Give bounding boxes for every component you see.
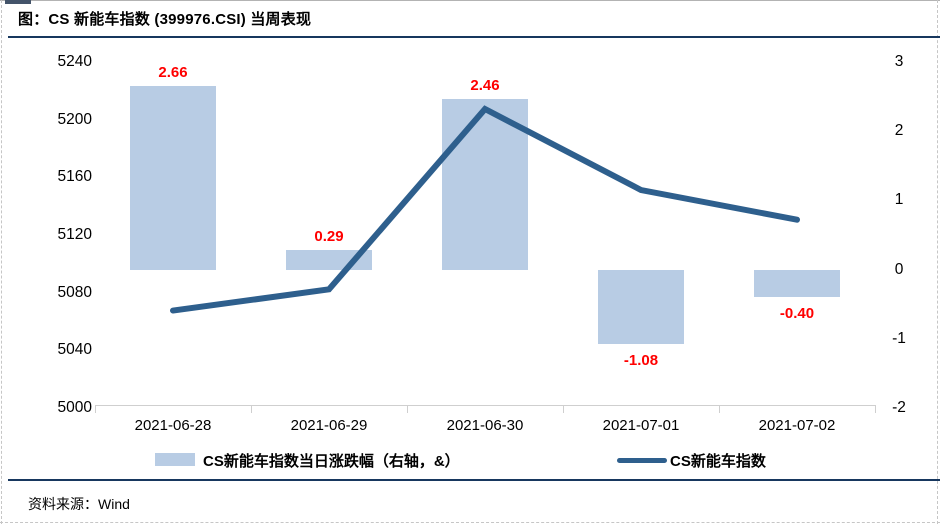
panel-top-left-mark [5,0,31,4]
left-axis-tick-label: 5240 [57,53,92,70]
x-axis-tick [251,405,252,413]
left-axis-tick-label: 5040 [57,341,92,359]
x-axis-tick [407,405,408,413]
legend-label-bar-series: CS新能车指数当日涨跌幅（右轴，&） [203,453,460,470]
source-note: 资料来源：Wind [28,494,130,514]
right-axis-tick-label: -1 [892,329,906,347]
right-axis-tick-label: 2 [894,122,904,140]
panel-top-border [0,0,940,1]
left-axis-tick-label: 5200 [57,110,92,128]
source-value: Wind [98,496,130,512]
legend-label-line-series: CS新能车指数 [670,453,766,470]
right-axis-tick-label: -2 [892,399,906,416]
panel-right-border [937,0,938,524]
panel-bottom-border [0,522,940,523]
line-series-swatch [617,458,667,463]
right-axis-tick-label: 3 [894,53,904,70]
left-axis-tick-label: 5080 [57,283,92,301]
bar-value-label: -1.08 [623,352,659,370]
x-axis-line [95,405,875,406]
left-axis-tick-label: 5120 [57,226,92,243]
left-axis-tick-label: 5000 [57,399,92,416]
footer-divider [8,479,940,481]
x-axis-tick [563,405,564,413]
bar [598,269,684,345]
bar [442,99,528,270]
x-axis-tick-label: 2021-06-29 [290,417,368,434]
source-label: 资料来源： [28,498,98,513]
bar [286,249,372,270]
x-axis-tick [95,405,96,413]
bar [754,269,840,298]
chart-title: 图：CS 新能车指数 (399976.CSI) 当周表现 [18,11,312,28]
right-axis-tick-label: 0 [894,260,904,278]
bar-series-swatch [155,453,195,466]
bar-value-label: -0.40 [779,305,815,323]
panel-left-border [1,0,2,524]
title-divider [8,36,940,38]
x-axis-tick [875,405,876,413]
bar [130,85,216,270]
x-axis-tick-label: 2021-06-28 [134,417,212,434]
x-axis-tick-label: 2021-07-01 [602,417,680,434]
x-axis-tick-label: 2021-07-02 [758,417,836,434]
x-axis-tick-label: 2021-06-30 [446,417,524,434]
left-axis-tick-label: 5160 [57,168,92,186]
legend: CS新能车指数当日涨跌幅（右轴，&） CS新能车指数 [0,448,940,474]
bar-value-label: 0.29 [314,227,344,245]
bar-value-label: 2.66 [158,63,188,81]
bar-value-label: 2.46 [470,77,500,95]
right-axis-tick-label: 1 [894,191,904,209]
x-axis-tick [719,405,720,413]
